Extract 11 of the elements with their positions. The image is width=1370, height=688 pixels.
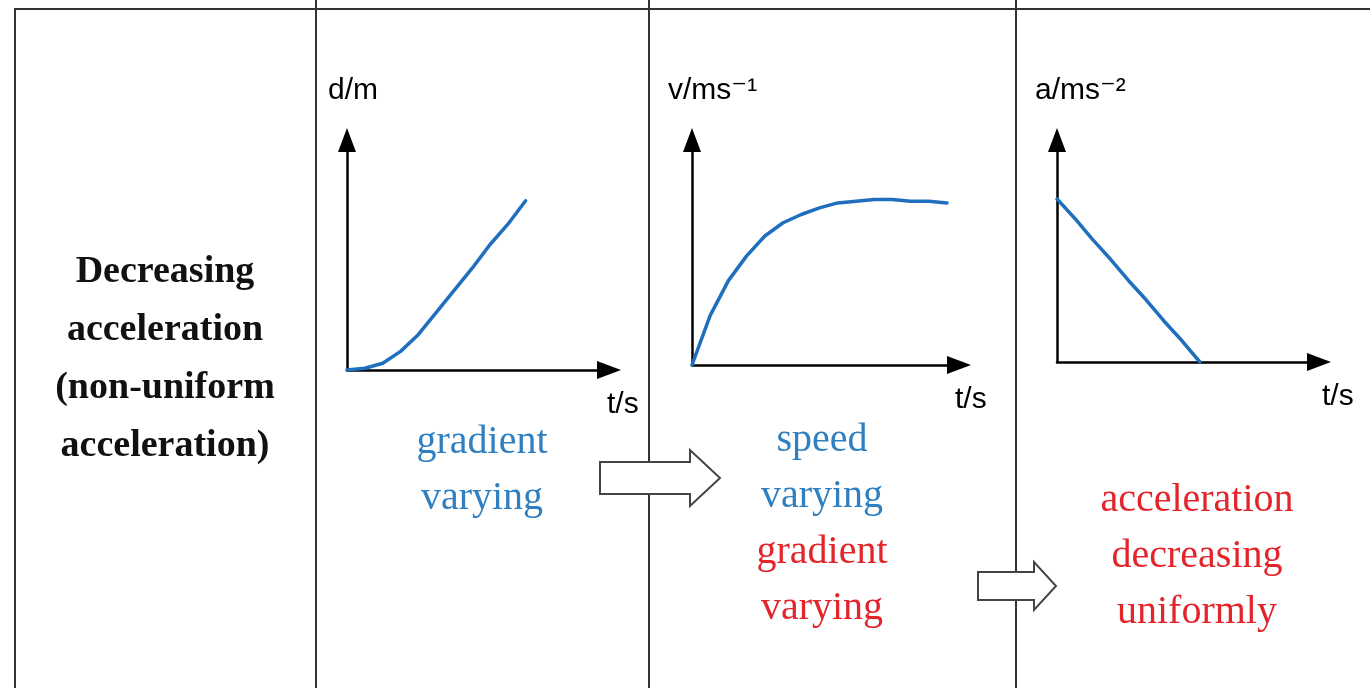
x-axis-title: t/s — [607, 385, 639, 421]
x-axis-title: t/s — [1322, 377, 1354, 413]
text: gradient varying — [416, 416, 548, 520]
x-axis-title: t/s — [955, 380, 987, 416]
text: Decreasing acceleration (non-uniform acceleration) — [54, 247, 276, 466]
y-axis-title: v/ms⁻¹ — [668, 71, 758, 107]
y-axis-title: a/ms⁻² — [1035, 71, 1126, 107]
text: speed varying — [760, 414, 884, 518]
text: acceleration decreasing uniformly — [1100, 474, 1294, 634]
y-axis-title: d/m — [328, 71, 379, 107]
text: gradient varying — [756, 526, 888, 630]
